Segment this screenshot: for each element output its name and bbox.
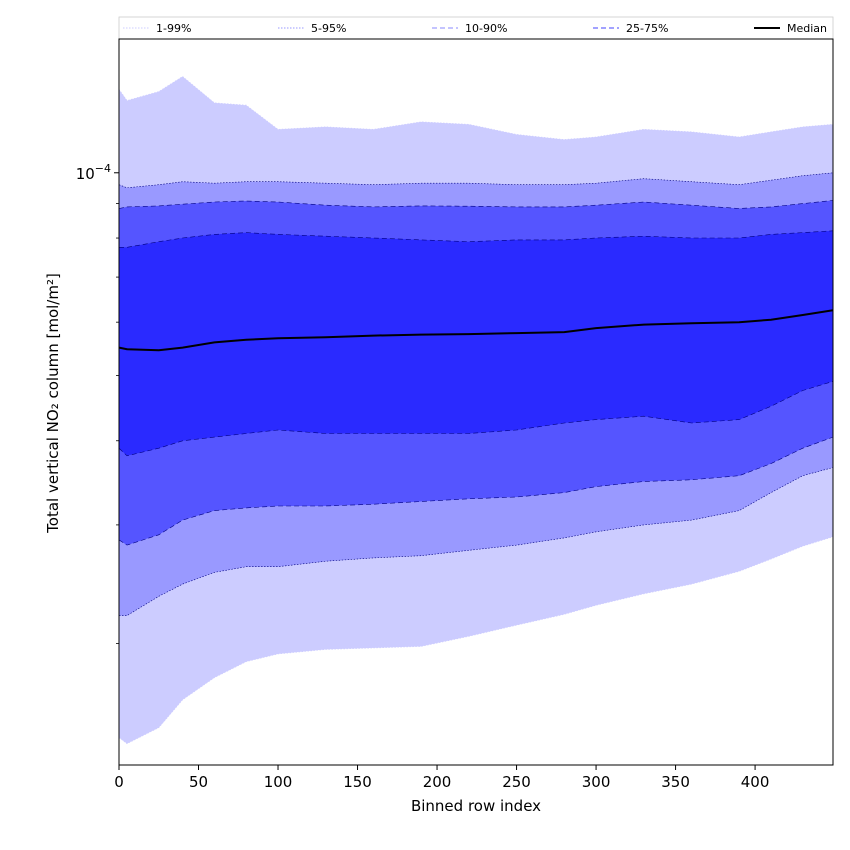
x-tick-label: 250 (502, 773, 531, 791)
legend-label: 1-99% (156, 22, 191, 35)
x-axis-label: Binned row index (411, 797, 541, 815)
band-25-75% (119, 230, 833, 456)
legend-label: Median (787, 22, 827, 35)
x-tick-label: 200 (423, 773, 452, 791)
x-tick-label: 0 (114, 773, 124, 791)
band-1-99%-upper-line (119, 76, 833, 141)
legend-label: 25-75% (626, 22, 668, 35)
x-tick-label: 50 (189, 773, 208, 791)
legend-label: 5-95% (311, 22, 346, 35)
x-tick-label: 350 (661, 773, 690, 791)
legend: 1-99% 5-95% 10-90% 25-75% Median (118, 16, 834, 40)
plot-frame (118, 38, 834, 766)
band-10-90%-lower-line (119, 436, 833, 546)
x-tick-label: 400 (741, 773, 770, 791)
y-axis-label: Total vertical NO₂ column [mol/m²] (44, 273, 62, 534)
x-tick-label: 300 (582, 773, 611, 791)
x-tick-label: 100 (264, 773, 293, 791)
y-tick-label: 10−4 (76, 162, 111, 183)
plot-area (119, 76, 833, 745)
series-median-line (119, 309, 833, 352)
band-1-99%-lower-line (119, 536, 833, 745)
legend-label: 10-90% (465, 22, 507, 35)
band-25-75%-lower-line (119, 381, 833, 457)
band-5-95%-upper-line (119, 172, 833, 189)
x-tick-label: 150 (343, 773, 372, 791)
